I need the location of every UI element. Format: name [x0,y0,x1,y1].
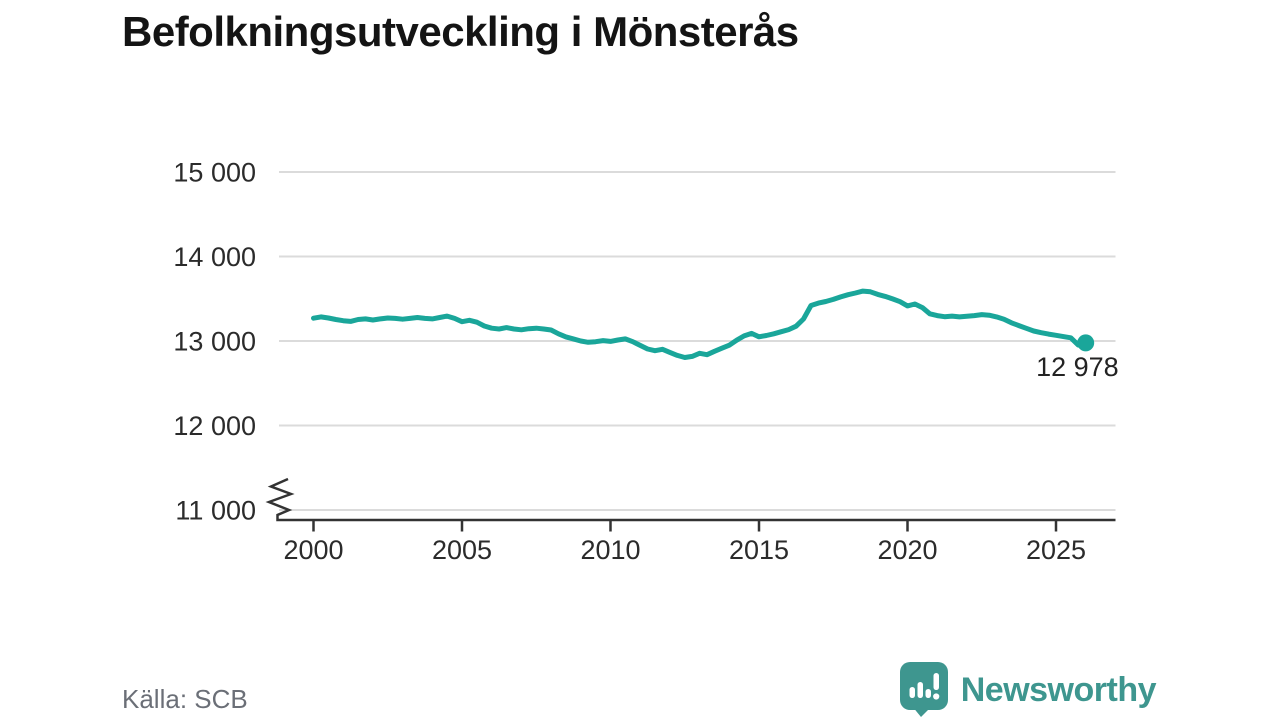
x-axis-tick-labels: 2000 2005 2010 2015 2020 2025 [283,535,1086,565]
end-point-marker [1077,334,1095,352]
y-axis-tick-label: 11 000 [175,496,256,526]
x-axis-tick-label: 2000 [283,535,343,565]
end-value-label: 12 978 [1036,352,1119,382]
chart-title: Befolkningsutveckling i Mönsterås [122,8,799,55]
x-axis-tick-label: 2025 [1026,535,1086,565]
source-label: Källa: SCB [122,684,248,714]
y-axis-tick-label: 15 000 [173,158,256,188]
newsworthy-logo-icon [899,662,948,717]
x-axis-with-break-squiggle [265,477,1116,522]
y-axis-tick-labels: 11 000 12 000 13 000 14 000 15 000 [173,158,256,526]
data-series [311,288,1089,360]
population-line [311,288,1089,360]
y-axis-tick-label: 13 000 [173,327,256,357]
end-annotation: 12 978 [1036,334,1119,382]
x-axis-tick-label: 2020 [877,535,937,565]
x-axis-tick-label: 2005 [432,535,492,565]
y-axis-tick-label: 12 000 [173,411,256,441]
x-axis-tick-label: 2015 [729,535,789,565]
gridlines [279,171,1116,511]
x-axis-ticks [312,520,1058,532]
newsworthy-logo-text: Newsworthy [960,670,1157,709]
logo-barchart-exclamation [909,673,940,700]
y-axis-tick-label: 14 000 [173,242,256,272]
newsworthy-logo: Newsworthy [899,662,1157,718]
x-axis-tick-label: 2010 [580,535,640,565]
